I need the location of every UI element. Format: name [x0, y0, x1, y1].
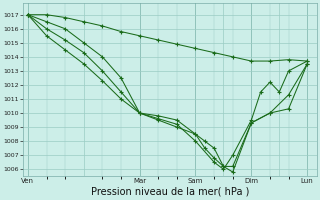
X-axis label: Pression niveau de la mer( hPa ): Pression niveau de la mer( hPa ) — [91, 187, 249, 197]
